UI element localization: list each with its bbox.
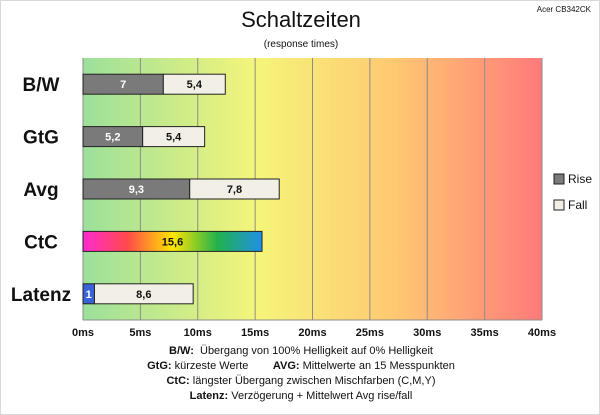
note-key: B/W xyxy=(169,345,191,357)
note-text: längster Übergang zwischen Mischfarben (… xyxy=(192,375,436,387)
bars: 7 5,4 5,2 5,4 9,3 7,8 15,6 1 8,6 xyxy=(82,73,280,305)
fall-value-label: 8,6 xyxy=(136,289,151,301)
note-key: Latenz xyxy=(189,390,225,402)
note-text: Übergang von 100% Helligkeit auf 0% Hell… xyxy=(200,345,433,357)
chart-subtitle: (response times) xyxy=(263,39,339,50)
rise-bar xyxy=(82,230,263,252)
legend-label: Fall xyxy=(568,198,587,212)
note-key: AVG: xyxy=(272,360,300,372)
rise-value-label: 5,2 xyxy=(105,132,120,144)
fall-bar xyxy=(162,73,226,95)
category-labels: B/W GtG Avg CtC Latenz xyxy=(11,75,71,306)
chart-title: Schaltzeiten xyxy=(241,7,361,32)
note-key: GtG xyxy=(147,360,168,372)
note-text: Verzögerung + Mittelwert Avg rise/fall xyxy=(231,390,413,402)
x-tick-label: 15ms xyxy=(241,327,269,339)
note-ctc: CtC: längster Übergang zwischen Mischfar… xyxy=(166,375,436,387)
category-label: CtC xyxy=(24,232,58,253)
x-tick-labels: 0ms 5ms 10ms 15ms 20ms 25ms 30ms 35ms 40ms xyxy=(72,327,556,339)
x-tick-label: 25ms xyxy=(356,327,384,339)
note-bw: B/W: Übergang von 100% Helligkeit auf 0%… xyxy=(169,345,433,357)
x-tick-label: 10ms xyxy=(184,327,212,339)
fall-bar xyxy=(142,126,206,148)
notes: B/W: Übergang von 100% Helligkeit auf 0%… xyxy=(1,344,600,404)
rise-value-label: 15,6 xyxy=(162,236,183,248)
category-label: GtG xyxy=(23,128,59,149)
legend-label: Rise xyxy=(568,172,592,186)
response-time-chart: 7 5,4 5,2 5,4 9,3 7,8 15,6 1 8,6 B/W GtG Avg CtC Lat… xyxy=(11,58,592,339)
x-tick-label: 5ms xyxy=(129,327,151,339)
fall-bar xyxy=(93,283,194,305)
x-tick-label: 0ms xyxy=(72,327,94,339)
category-label: Latenz xyxy=(11,285,71,306)
note-text: Mittelwerte an 15 Messpunkten xyxy=(302,360,455,372)
fall-value-label: 5,4 xyxy=(166,132,182,144)
category-label: Avg xyxy=(23,180,58,201)
fall-value-label: 5,4 xyxy=(187,79,203,91)
note-gtg: GtG: kürzeste Werte AVG: Mittelwerte an … xyxy=(147,360,455,372)
x-tick-label: 40ms xyxy=(528,327,556,339)
note-text: kürzeste Werte xyxy=(174,360,249,372)
monitor-label: Acer CB342CK xyxy=(536,5,591,14)
legend-swatch xyxy=(553,199,565,211)
x-tick-label: 20ms xyxy=(298,327,326,339)
rise-value-label: 1 xyxy=(86,289,92,301)
fall-value-label: 7,8 xyxy=(227,184,242,196)
rise-value-label: 7 xyxy=(120,79,126,91)
note-key: CtC xyxy=(166,375,187,387)
x-tick-label: 30ms xyxy=(413,327,441,339)
category-label: B/W xyxy=(23,75,60,96)
note-latenz: Latenz: Verzögerung + Mittelwert Avg ris… xyxy=(189,390,413,402)
rise-value-label: 9,3 xyxy=(129,184,144,196)
legend-swatch xyxy=(553,173,565,185)
x-tick-label: 35ms xyxy=(471,327,499,339)
fall-bar xyxy=(189,178,280,200)
legend: Rise Fall xyxy=(553,172,592,212)
